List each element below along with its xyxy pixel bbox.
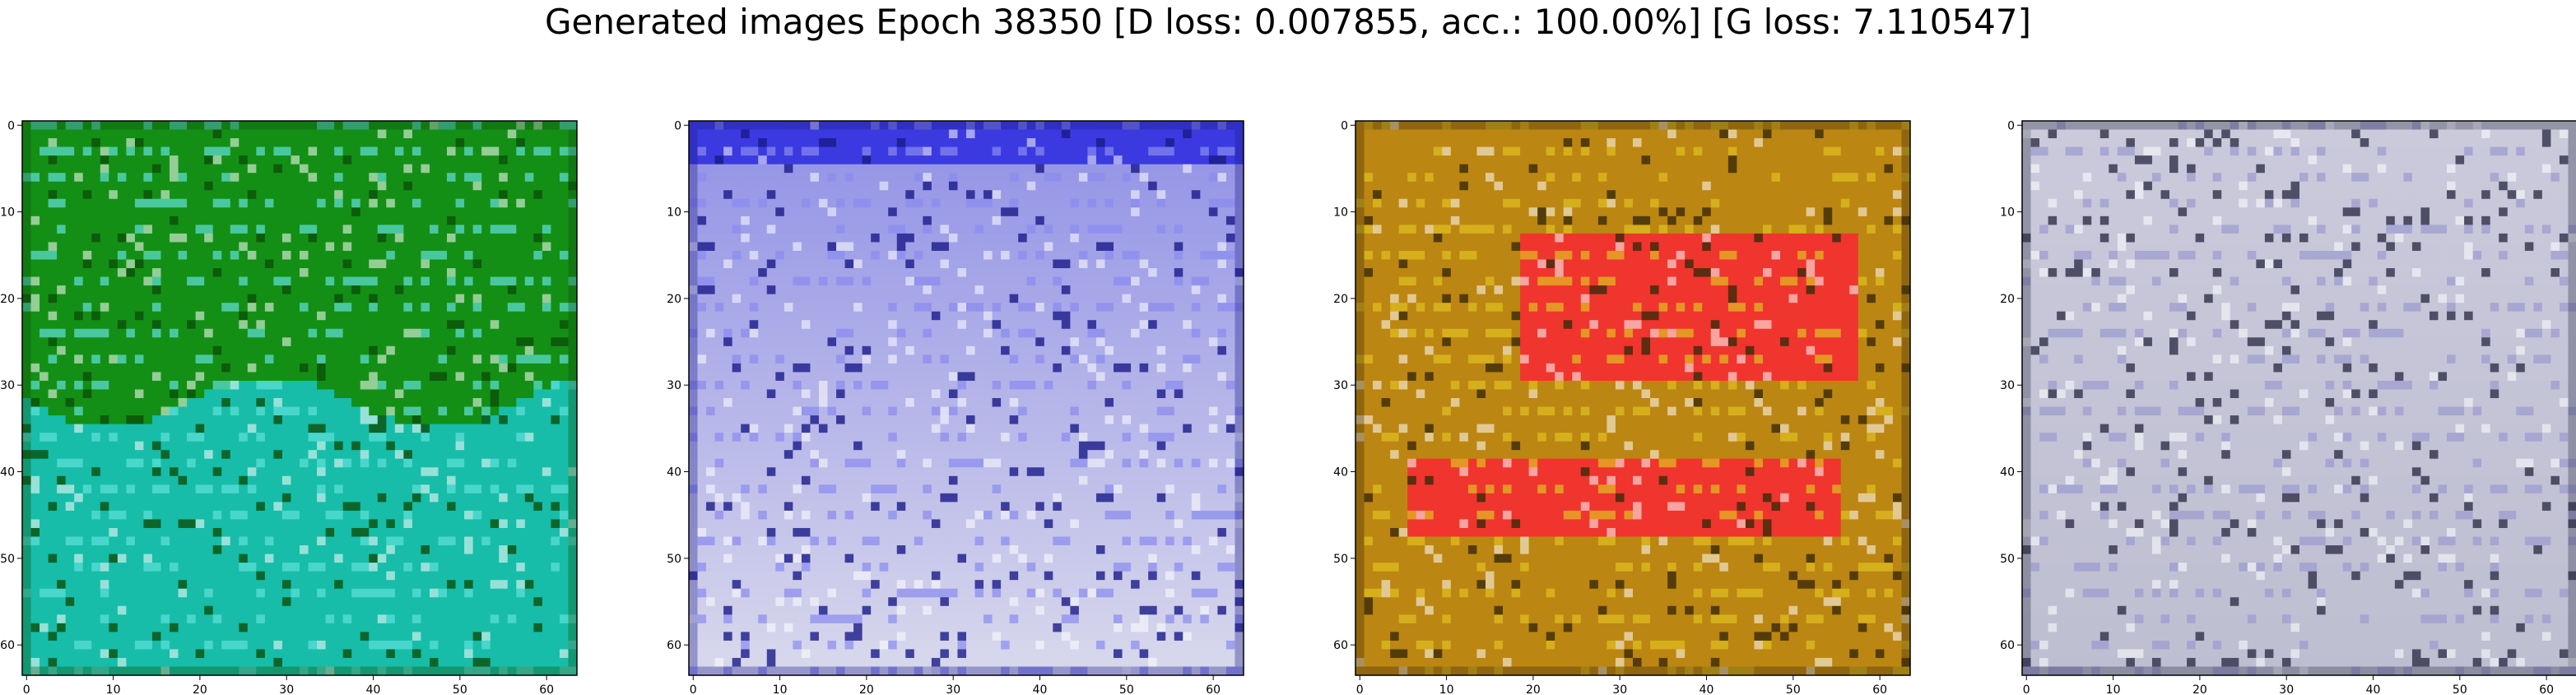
x-tick-label: 60: [539, 683, 554, 695]
image-axes-4: 0 0 10 10 20 20 30 30 40 40 50 50 60 60: [2000, 119, 2576, 695]
x-tick-label: 20: [1526, 683, 1541, 695]
y-tick-label: 20: [2000, 293, 2015, 306]
y-tick-label: 50: [1333, 553, 1348, 566]
x-tick-label: 30: [2279, 683, 2294, 695]
x-tick-label: 20: [859, 683, 874, 695]
x-tick-label: 10: [106, 683, 121, 695]
image-pixels: [2022, 121, 2576, 676]
x-tick-label: 40: [366, 683, 381, 695]
y-tick-label: 0: [2007, 119, 2015, 132]
x-tick-label: 40: [1700, 683, 1714, 695]
y-tick-label: 40: [1333, 466, 1348, 480]
image-panel-1: 0 0 10 10 20 20 30 30 40 40 50 50 60 60: [0, 0, 593, 695]
x-tick-label: 50: [1119, 683, 1134, 695]
y-tick-label: 50: [0, 553, 15, 566]
y-tick-label: 60: [667, 639, 681, 652]
y-tick-label: 60: [2000, 639, 2015, 652]
image-pixels: [689, 121, 1244, 676]
x-tick-label: 20: [193, 683, 207, 695]
x-tick-label: 40: [1033, 683, 1048, 695]
image-pixels: [22, 121, 578, 676]
y-tick-label: 10: [2000, 206, 2015, 220]
y-tick-label: 30: [2000, 379, 2015, 392]
x-tick-label: 40: [2366, 683, 2381, 695]
y-tick-label: 40: [2000, 466, 2015, 480]
x-tick-label: 0: [1356, 683, 1364, 695]
y-tick-label: 60: [1333, 639, 1348, 652]
x-tick-label: 30: [946, 683, 960, 695]
x-tick-label: 50: [1786, 683, 1801, 695]
y-tick-label: 50: [667, 553, 681, 566]
image-axes-2: 0 0 10 10 20 20 30 30 40 40 50 50 60 60: [667, 119, 1244, 695]
y-tick-label: 10: [667, 206, 681, 220]
x-tick-label: 20: [2192, 683, 2207, 695]
x-tick-label: 10: [773, 683, 788, 695]
x-tick-label: 10: [1439, 683, 1454, 695]
y-tick-label: 50: [2000, 553, 2015, 566]
y-tick-label: 30: [667, 379, 681, 392]
image-panel-2: 0 0 10 10 20 20 30 30 40 40 50 50 60 60: [667, 0, 1259, 695]
y-tick-label: 40: [0, 466, 15, 480]
axes-frame: [21, 120, 578, 676]
image-axes-1: 0 0 10 10 20 20 30 30 40 40 50 50 60 60: [0, 119, 578, 695]
y-tick-label: 60: [0, 639, 15, 652]
y-tick-label: 0: [674, 119, 681, 132]
axes-frame: [1355, 120, 1911, 676]
y-tick-label: 0: [1341, 119, 1348, 132]
x-tick-label: 0: [2023, 683, 2030, 695]
x-tick-label: 30: [1612, 683, 1627, 695]
image-panel-3: 0 0 10 10 20 20 30 30 40 40 50 50 60 60: [1333, 0, 1926, 695]
x-tick-label: 60: [2539, 683, 2554, 695]
image-panel-4: 0 0 10 10 20 20 30 30 40 40 50 50 60 60: [2000, 0, 2576, 695]
figure-title: Generated images Epoch 38350 [D loss: 0.…: [544, 2, 2032, 42]
y-tick-label: 0: [7, 119, 15, 132]
y-tick-label: 30: [0, 379, 15, 392]
y-tick-label: 20: [1333, 293, 1348, 306]
x-tick-label: 60: [1872, 683, 1887, 695]
y-tick-label: 40: [667, 466, 681, 480]
y-tick-label: 10: [1333, 206, 1348, 220]
x-tick-label: 10: [2106, 683, 2121, 695]
image-pixels: [1355, 121, 1911, 676]
axes-frame: [2021, 120, 2576, 676]
x-tick-label: 60: [1206, 683, 1221, 695]
x-tick-label: 0: [23, 683, 30, 695]
x-tick-label: 50: [2453, 683, 2467, 695]
y-tick-label: 20: [0, 293, 15, 306]
y-tick-label: 30: [1333, 379, 1348, 392]
image-axes-3: 0 0 10 10 20 20 30 30 40 40 50 50 60 60: [1333, 119, 1911, 695]
x-tick-label: 30: [279, 683, 294, 695]
axes-frame: [688, 120, 1244, 676]
x-tick-label: 50: [453, 683, 467, 695]
y-tick-label: 20: [667, 293, 681, 306]
x-tick-label: 0: [690, 683, 697, 695]
y-tick-label: 10: [0, 206, 15, 220]
